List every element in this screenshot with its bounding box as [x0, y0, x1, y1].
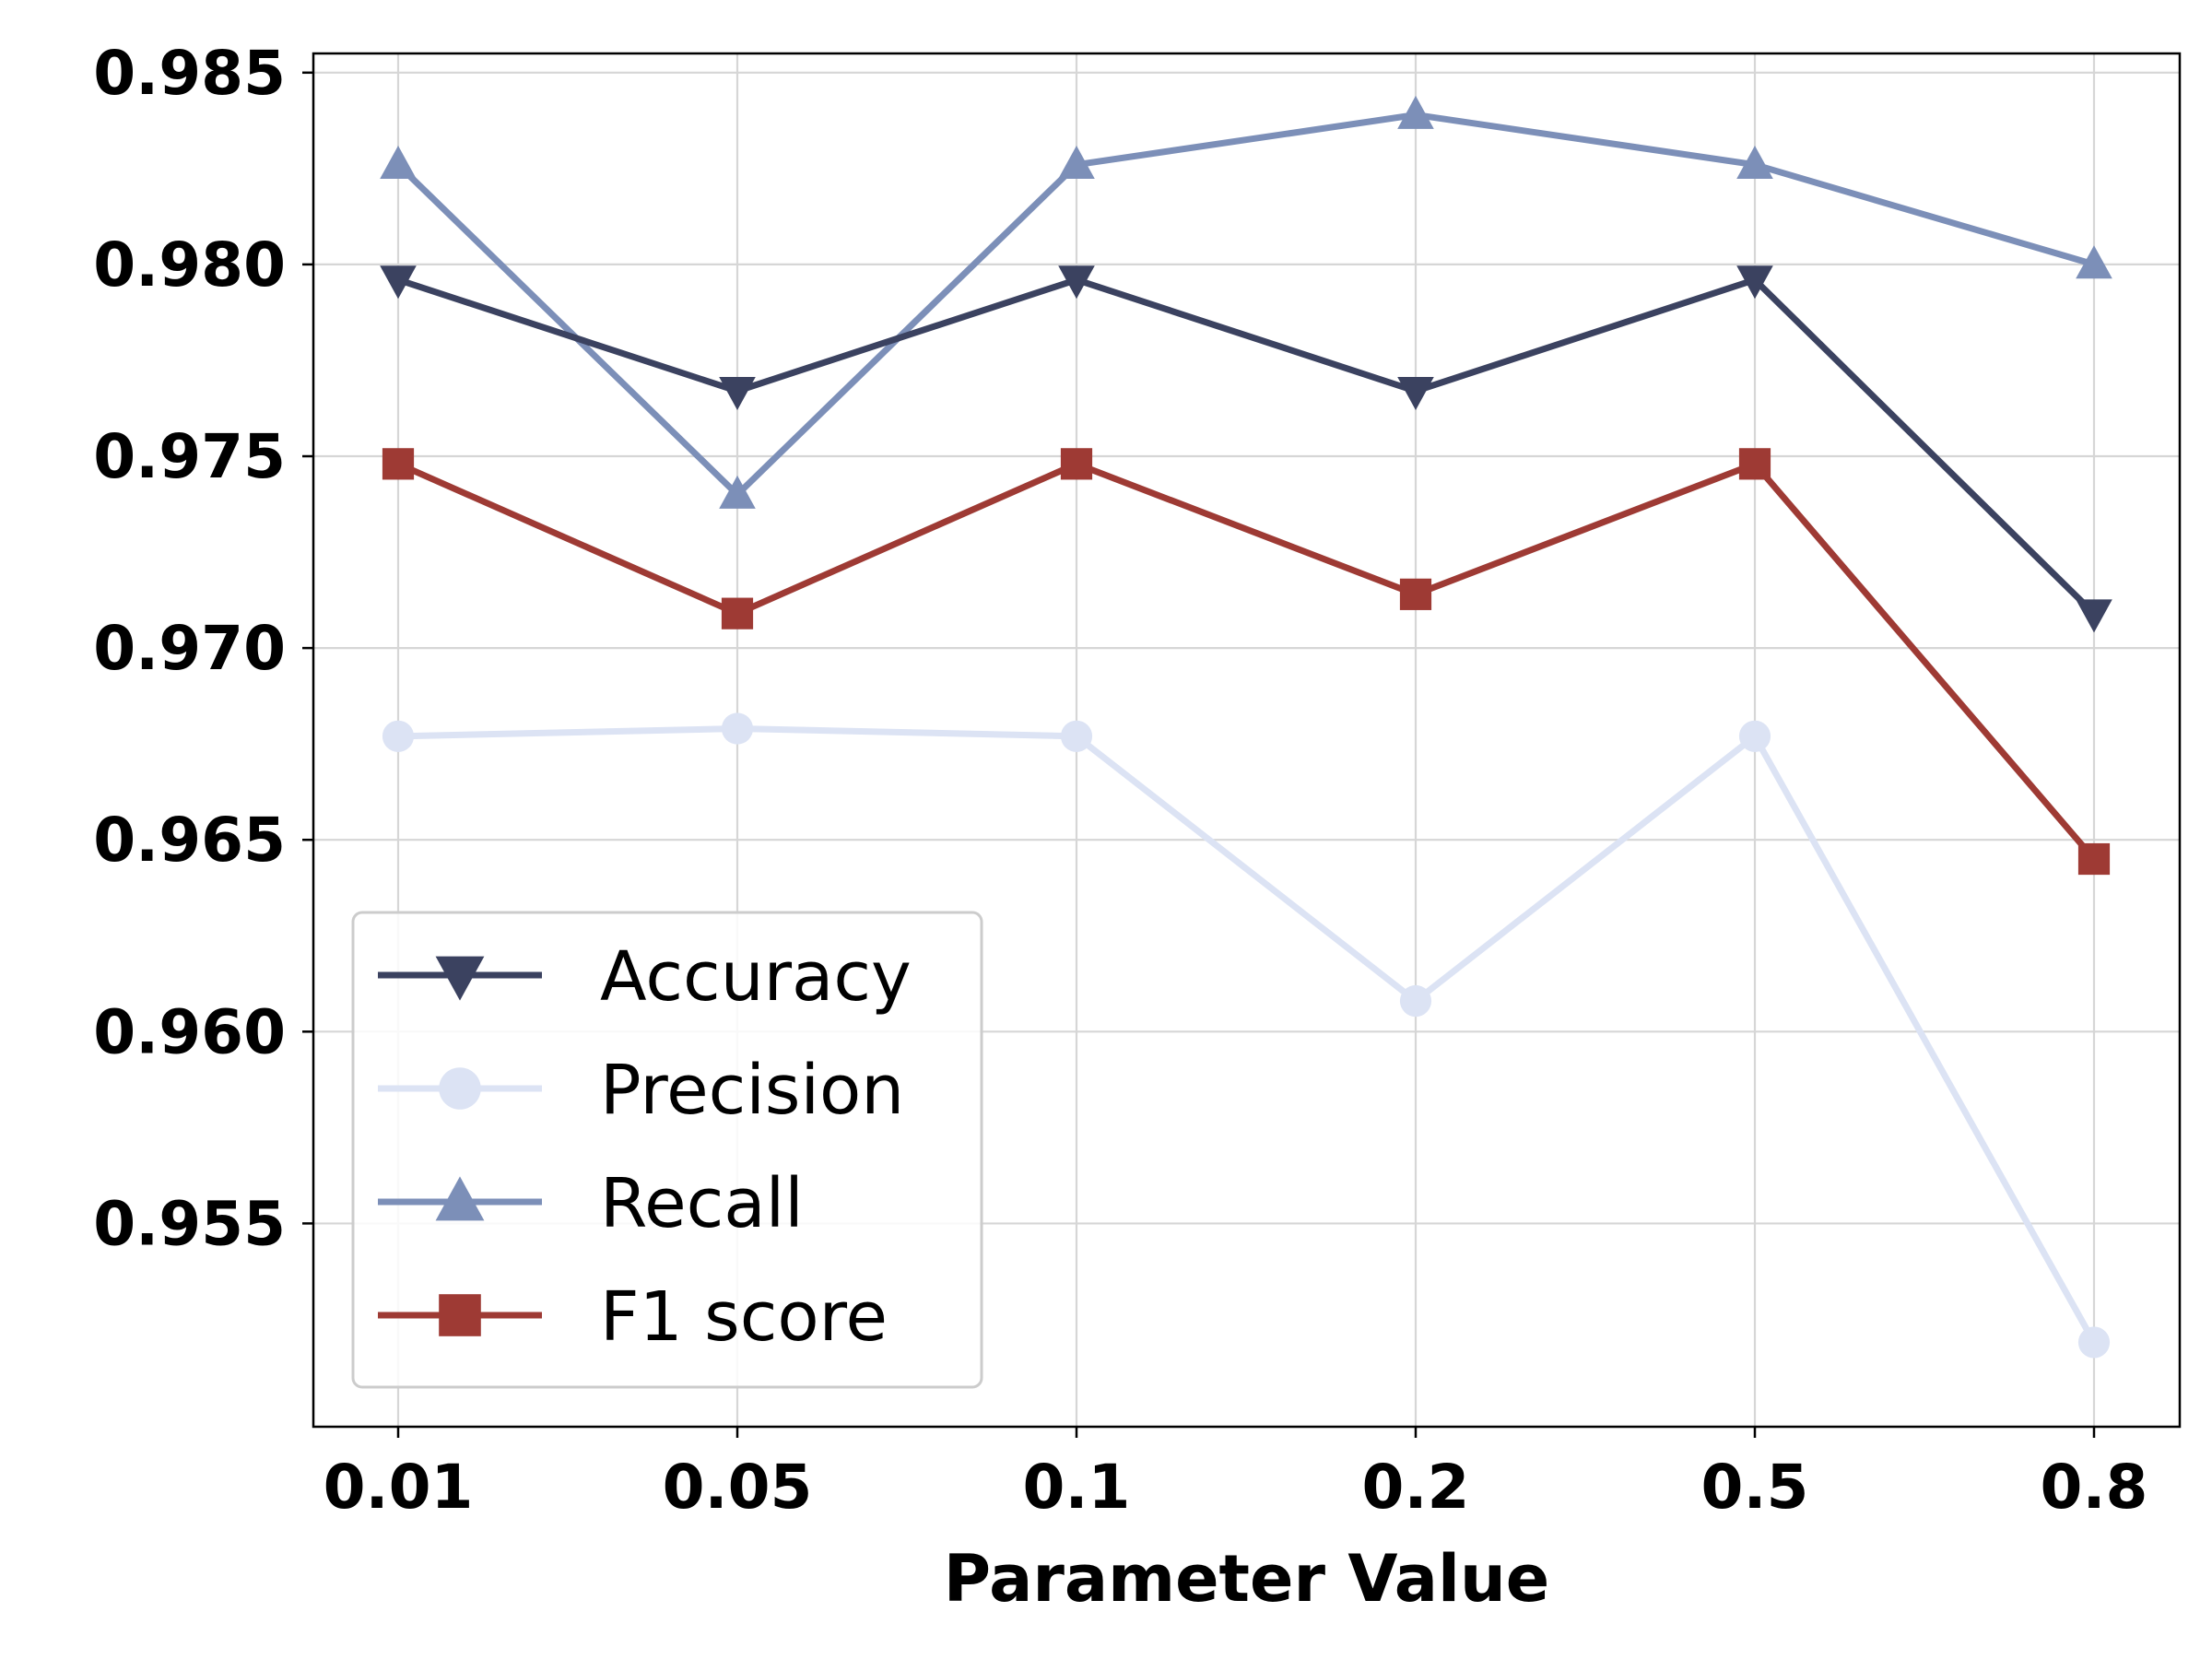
y-tick-label: 0.955	[93, 1188, 286, 1259]
data-point-recall	[719, 475, 756, 509]
y-tick-label: 0.980	[93, 229, 286, 300]
data-point-precision	[1060, 720, 1093, 752]
axes: 0.01 0.05 0.1 0.2 0.5 0.8 0.955 0.960 0.965 0.970…	[93, 38, 2147, 1523]
data-point-accuracy	[719, 376, 756, 410]
data-point-recall	[380, 145, 417, 179]
x-tick-label: 0.05	[663, 1452, 813, 1523]
x-tick-label: 0.2	[1362, 1452, 1470, 1523]
x-tick-label: 0.5	[1701, 1452, 1809, 1523]
legend-item-recall: Recall	[378, 1164, 804, 1243]
y-tick-label: 0.965	[93, 805, 286, 876]
data-point-recall	[1736, 145, 1773, 179]
legend-marker	[439, 1067, 481, 1110]
legend-marker	[435, 1176, 485, 1221]
data-point-recall	[1397, 95, 1434, 129]
data-point-f1-score	[2077, 842, 2111, 876]
data-point-f1-score	[1738, 448, 1771, 480]
legend-item-accuracy: Accuracy	[378, 937, 912, 1017]
series-group	[380, 95, 2112, 1359]
data-point-precision	[382, 720, 415, 752]
series-recall	[380, 95, 2112, 509]
data-point-precision	[1738, 720, 1771, 752]
x-tick-label: 0.8	[2041, 1452, 2148, 1523]
legend-label: F1 score	[600, 1277, 888, 1357]
data-point-f1-score	[382, 448, 415, 480]
data-point-accuracy	[1058, 265, 1095, 300]
legend-label: Recall	[600, 1164, 804, 1243]
data-point-f1-score	[1060, 448, 1093, 480]
series-line-accuracy	[396, 276, 2097, 617]
legend-box	[351, 911, 983, 1389]
x-axis-title: Parameter Value	[944, 1541, 1550, 1617]
legend-item-precision: Precision	[378, 1051, 904, 1130]
data-point-accuracy	[380, 265, 417, 300]
data-point-f1-score	[721, 597, 754, 629]
legend-marker	[435, 956, 485, 1001]
legend: Accuracy Precision Recall F1 score	[351, 911, 983, 1389]
series-line-recall	[395, 112, 2095, 499]
legend-marker	[439, 1294, 481, 1336]
data-point-f1-score	[1399, 578, 1432, 610]
series-line-precision	[397, 725, 2098, 1345]
series-accuracy	[380, 265, 2112, 633]
data-point-precision	[1399, 984, 1432, 1018]
plot-frame	[312, 52, 2182, 1429]
data-point-precision	[2077, 1326, 2111, 1359]
x-tick-label: 0.01	[324, 1452, 474, 1523]
data-point-recall	[1058, 145, 1095, 179]
x-tick-label: 0.1	[1023, 1452, 1131, 1523]
legend-label: Precision	[600, 1051, 904, 1130]
data-point-accuracy	[1736, 265, 1773, 300]
y-tick-label: 0.960	[93, 996, 286, 1067]
series-f1-score	[382, 448, 2111, 876]
y-tick-label: 0.975	[93, 421, 286, 492]
data-point-precision	[721, 712, 754, 745]
series-line-f1-score	[396, 460, 2097, 862]
y-tick-label: 0.970	[93, 613, 286, 684]
data-point-recall	[2076, 245, 2112, 279]
legend-label: Accuracy	[600, 937, 912, 1017]
y-tick-label: 0.985	[93, 38, 286, 109]
series-precision	[382, 712, 2111, 1359]
legend-item-f1-score: F1 score	[378, 1277, 888, 1357]
data-point-accuracy	[2076, 599, 2112, 633]
data-point-accuracy	[1397, 376, 1434, 410]
